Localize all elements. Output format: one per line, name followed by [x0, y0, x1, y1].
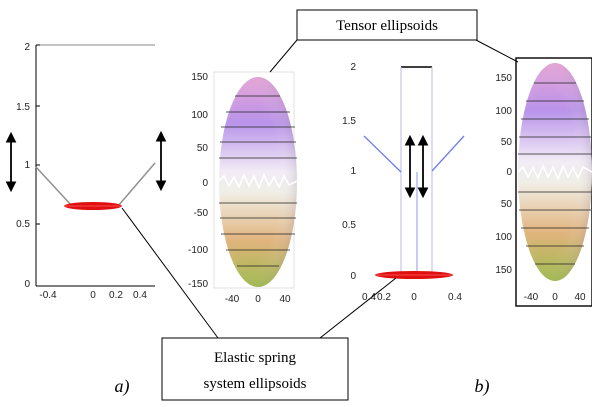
plot-a-xtick: 0.2: [109, 290, 123, 301]
tensor-callout: Tensor ellipsoids: [269, 9, 519, 73]
elastic-callout-line1: Elastic spring: [214, 350, 297, 366]
elastic-callout-line2: system ellipsoids: [204, 376, 307, 392]
ellipsoid-a-ytick: 150: [191, 72, 208, 83]
ellipsoid-b-ytick: 100: [495, 232, 512, 243]
tensor-ellipsoid-a-shade: [219, 77, 297, 287]
ellipsoid-b-xtick: 40: [574, 292, 586, 303]
ellipsoid-b: 150 100 50 0 50 100 150 -40 0 40: [495, 57, 592, 307]
plot-a-xtick: 0: [90, 290, 96, 301]
ellipsoid-a-xtick: -40: [225, 294, 240, 305]
ellipsoid-b-xtick: -40: [524, 292, 539, 303]
ellipsoid-a-bands: [219, 95, 297, 267]
spring-line-b-left: [363, 135, 402, 173]
elastic-callout-leader-left: [121, 207, 219, 339]
tensor-callout-box: [296, 9, 478, 41]
elastic-callout-box: [161, 337, 349, 401]
ellipsoid-b-ytick: 150: [495, 73, 512, 84]
tensor-callout-label: Tensor ellipsoids: [336, 18, 438, 34]
ellipsoid-a-ytick: 0: [202, 178, 208, 189]
plot-b-xtick: 0.2: [377, 292, 391, 303]
panel-label-b: b): [475, 376, 490, 397]
ellipsoid-b-ytick: 50: [501, 199, 513, 210]
ellipsoid-b-bands: [518, 82, 592, 265]
ellipsoid-a-ytick: 100: [191, 110, 208, 121]
plot-a-ytick: 1.5: [16, 102, 30, 113]
ellipsoid-a-ytick: -150: [188, 279, 208, 290]
plot-b-xtick: 0.4: [448, 292, 462, 303]
panel-label-a: a): [115, 376, 130, 397]
tensor-callout-leader-right: [475, 39, 519, 63]
ellipsoid-b-xtick: 0: [552, 292, 558, 303]
plot-a-ytick: 0: [24, 279, 30, 290]
plot-b-xtick: 0.4: [362, 292, 376, 303]
ellipsoid-b-ytick: 0: [506, 167, 512, 178]
plot-b-ytick: 0.5: [342, 220, 356, 231]
spring-line-right: [117, 162, 156, 207]
ellipsoid-a-equator: [218, 172, 298, 191]
plot-b-ytick: 0: [350, 271, 356, 282]
plot-b-xtick: 0: [411, 292, 417, 303]
tensor-callout-leader-left: [269, 39, 298, 73]
elastic-callout-leader-right: [319, 277, 397, 339]
ellipsoid-b-ytick: 100: [495, 106, 512, 117]
ellipsoid-a-xtick: 40: [279, 294, 291, 305]
ellipsoid-b-ytick: 150: [495, 265, 512, 276]
plot-a-xtick: -0.4: [39, 290, 57, 301]
plot-b-ytick: 1.5: [342, 116, 356, 127]
ellipsoid-b-ytick: 50: [501, 137, 513, 148]
plot-a-ytick: 0.5: [16, 219, 30, 230]
ellipsoid-a-xtick: 0: [255, 294, 261, 305]
spring-line-left: [35, 166, 73, 207]
ellipsoid-a: 150 100 50 0 -50 -100 -150 -40 0 40: [188, 71, 298, 305]
plot-a: 2 1.5 1 0.5 0 -0.4 0 0.2 0.4: [5, 42, 167, 301]
elastic-callout: Elastic spring system ellipsoids: [121, 207, 397, 401]
ellipsoid-a-ytick: -50: [194, 208, 209, 219]
ellipsoid-a-ytick: -100: [188, 245, 208, 256]
plot-a-xtick: 0.4: [133, 290, 147, 301]
plot-a-ytick: 2: [24, 42, 30, 53]
ellipsoid-b-frame: [515, 57, 592, 307]
ellipsoid-a-ytick: 50: [197, 143, 209, 154]
ellipsoid-b-equator: [517, 163, 592, 182]
plot-a-ytick: 1: [24, 160, 30, 171]
spring-line-b-right: [431, 135, 465, 172]
plot-b: 2 1.5 1 0.5 0 0.4 0.2 0 0.4: [342, 62, 465, 303]
plot-b-ytick: 2: [350, 62, 356, 73]
plot-b-ytick: 1: [350, 166, 356, 177]
